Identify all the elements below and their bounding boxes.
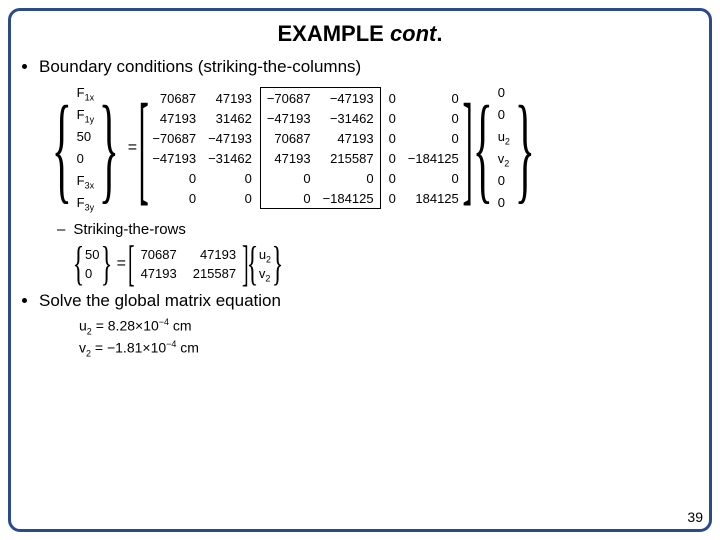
rbracket-icon: ]	[462, 93, 472, 202]
lhs-vector: F1xF1y500F3xF3y	[77, 83, 94, 213]
rbrace2-icon: }	[515, 94, 535, 202]
u2-unit: cm	[169, 318, 192, 334]
v2-unit: cm	[176, 339, 199, 355]
slide-frame: EXAMPLE cont. Boundary conditions (strik…	[8, 8, 712, 532]
rhs-small-vector: u2v2	[259, 245, 271, 283]
bullet-list-2: Solve the global matrix equation	[39, 291, 691, 311]
title-dot: .	[436, 21, 442, 46]
rbrace-small-icon: }	[100, 242, 112, 285]
sub-bullet-striking-rows: Striking-the-rows	[57, 221, 691, 238]
lbrace-small2-icon: {	[247, 242, 259, 285]
sub-bullet-list: Striking-the-rows	[57, 221, 691, 238]
lbrace-icon: {	[52, 94, 72, 202]
u2-val: = 8.28×10	[92, 318, 159, 334]
slide-title: EXAMPLE cont.	[29, 21, 691, 47]
u2-exp: −4	[159, 317, 169, 327]
v2-val: = −1.81×10	[91, 339, 166, 355]
result-u2: u2 = 8.28×10−4 cm	[79, 317, 691, 336]
bullet-solve: Solve the global matrix equation	[39, 291, 691, 311]
bullet-list: Boundary conditions (striking-the-column…	[39, 57, 691, 77]
equals-sign: =	[128, 139, 137, 157]
reduced-matrix: 706874719347193215587	[133, 245, 245, 283]
matrix-equation-full: { F1xF1y500F3xF3y } = [ 7068747193471933…	[49, 83, 691, 213]
struck-columns-box: −70687−47193−47193−314627068747193471932…	[260, 87, 381, 209]
page-number: 39	[687, 509, 703, 525]
stiffness-matrix-right: 0000000−184125000184125	[383, 88, 465, 208]
result-v2: v2 = −1.81×10−4 cm	[79, 339, 691, 358]
lbrace2-icon: {	[473, 94, 493, 202]
title-italic: cont	[390, 21, 436, 46]
rbrace-small2-icon: }	[272, 242, 284, 285]
stiffness-matrix-left: 70687471934719331462−70687−47193−47193−3…	[146, 88, 258, 208]
stiffness-matrix-mid: −70687−47193−47193−314627068747193471932…	[261, 88, 380, 208]
lbracket-icon: [	[139, 93, 149, 202]
bullet-boundary-conditions: Boundary conditions (striking-the-column…	[39, 57, 691, 77]
u2-var: u	[79, 318, 87, 334]
lhs-small-vector: 500	[85, 245, 99, 283]
v2-var: v	[79, 339, 86, 355]
matrix-equation-reduced: { 500 } = [ 706874719347193215587 ] { u2…	[73, 242, 691, 285]
v2-exp: −4	[166, 339, 176, 349]
rbrace-icon: }	[99, 94, 119, 202]
lbrace-small-icon: {	[73, 242, 85, 285]
rhs-vector: 00u2v200	[498, 83, 510, 213]
title-text: EXAMPLE	[277, 21, 389, 46]
lbracket-small-icon: [	[128, 242, 135, 285]
equals-sign-2: =	[117, 255, 126, 273]
